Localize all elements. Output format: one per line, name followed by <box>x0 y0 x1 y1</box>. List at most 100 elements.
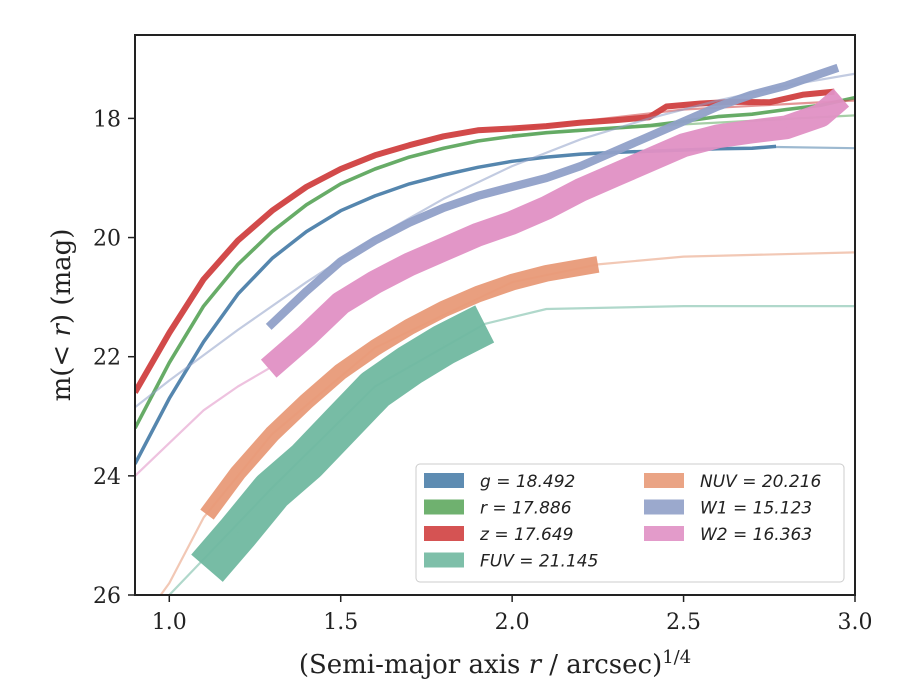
data-point <box>511 222 512 223</box>
series-5 <box>135 63 855 409</box>
data-point <box>786 85 787 86</box>
data-point <box>597 264 598 265</box>
data-point <box>546 132 547 133</box>
data-point <box>203 279 204 280</box>
legend-label: NUV = 20.216 <box>700 472 822 492</box>
data-point <box>409 264 410 265</box>
data-point <box>203 341 204 342</box>
data-point <box>268 368 269 369</box>
data-point <box>237 532 238 533</box>
legend-label: W2 = 16.363 <box>700 525 812 545</box>
series-model-line <box>776 145 855 150</box>
data-point <box>409 145 410 146</box>
data-point <box>169 362 170 363</box>
data-point <box>340 425 341 426</box>
data-point <box>614 120 615 121</box>
x-tick-label: 3.0 <box>838 610 873 635</box>
data-point <box>374 168 375 169</box>
data-point <box>820 73 821 74</box>
data-point <box>649 125 650 126</box>
data-point <box>340 168 341 169</box>
series-band <box>191 305 495 582</box>
data-point <box>666 106 667 107</box>
data-point <box>477 140 478 141</box>
data-point <box>546 157 547 158</box>
data-point <box>306 291 307 292</box>
legend-label: g = 18.492 <box>480 472 575 492</box>
data-point <box>443 308 444 309</box>
data-point <box>484 323 485 324</box>
data-point <box>340 303 341 304</box>
data-point <box>580 154 581 155</box>
data-point <box>272 258 273 259</box>
data-point <box>477 167 478 168</box>
data-point <box>374 240 375 241</box>
data-point <box>409 183 410 184</box>
data-point <box>374 389 375 390</box>
series-band <box>135 95 855 430</box>
data-point <box>776 146 777 147</box>
data-point <box>272 210 273 211</box>
series-4 <box>159 251 855 595</box>
data-point <box>340 183 341 184</box>
data-point <box>169 332 170 333</box>
x-axis-label: (Semi-major axis r / arcsec)1/4 <box>299 647 691 681</box>
data-point <box>268 326 269 327</box>
y-tick-label: 26 <box>93 584 121 609</box>
data-point <box>614 174 615 175</box>
data-point <box>477 294 478 295</box>
data-point <box>443 249 444 250</box>
y-tick-label: 24 <box>93 465 121 490</box>
legend-label: W1 = 15.123 <box>700 499 812 519</box>
x-tick-label: 1.5 <box>323 610 358 635</box>
data-point <box>580 122 581 123</box>
data-point <box>841 97 842 98</box>
data-point <box>614 151 615 152</box>
data-point <box>546 177 547 178</box>
data-point <box>443 148 444 149</box>
data-point <box>580 166 581 167</box>
data-point <box>546 207 547 208</box>
series-6 <box>135 88 850 477</box>
data-point <box>717 116 718 117</box>
legend-swatch <box>424 499 464 515</box>
data-point <box>477 130 478 131</box>
data-point <box>683 121 684 122</box>
data-point <box>306 460 307 461</box>
legend-label: r = 17.886 <box>480 499 572 519</box>
data-point <box>752 94 753 95</box>
data-point <box>511 186 512 187</box>
series-band <box>265 63 840 330</box>
data-point <box>803 94 804 95</box>
data-point <box>306 204 307 205</box>
y-axis: 18 20 22 24 26 <box>93 107 135 609</box>
data-point <box>340 371 341 372</box>
data-point <box>820 115 821 116</box>
data-point <box>752 148 753 149</box>
data-point <box>272 490 273 491</box>
data-point <box>580 130 581 131</box>
data-point <box>206 568 207 569</box>
data-point <box>206 514 207 515</box>
legend-swatch <box>424 526 464 541</box>
x-tick-label: 1.0 <box>152 610 187 635</box>
series-model-line <box>135 72 855 409</box>
data-point <box>306 231 307 232</box>
data-point <box>169 398 170 399</box>
y-tick-label: 18 <box>93 107 121 132</box>
data-point <box>340 261 341 262</box>
data-point <box>374 347 375 348</box>
data-point <box>374 195 375 196</box>
data-point <box>511 161 512 162</box>
legend-swatch <box>644 499 684 515</box>
data-point <box>443 207 444 208</box>
data-point <box>203 306 204 307</box>
x-axis: 1.0 1.5 2.0 2.5 3.0 <box>152 595 873 635</box>
data-point <box>409 326 410 327</box>
data-point <box>752 114 753 115</box>
y-tick-label: 22 <box>93 346 121 371</box>
x-tick-label: 2.5 <box>666 610 701 635</box>
data-point <box>443 344 444 345</box>
